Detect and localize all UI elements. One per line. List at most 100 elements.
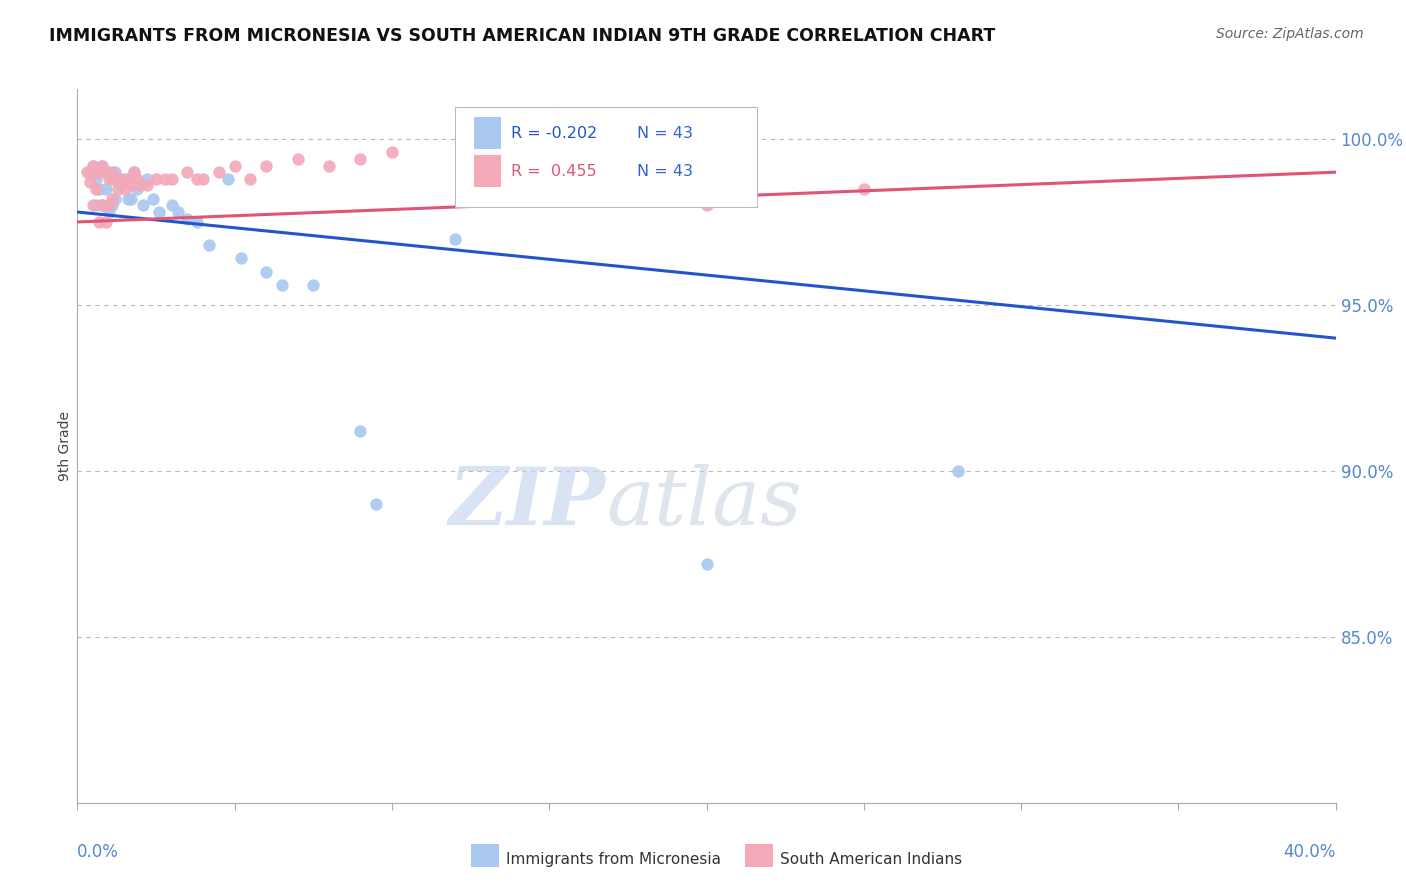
Point bbox=[538, 138, 561, 153]
Point bbox=[89, 165, 111, 179]
Point bbox=[97, 205, 120, 219]
Point bbox=[132, 198, 155, 212]
Text: N = 43: N = 43 bbox=[637, 164, 693, 178]
Point bbox=[89, 165, 111, 179]
Point bbox=[186, 215, 208, 229]
Point bbox=[127, 171, 149, 186]
Point bbox=[160, 171, 183, 186]
Point bbox=[94, 165, 117, 179]
Point bbox=[84, 198, 107, 212]
Point bbox=[129, 178, 152, 193]
Point bbox=[142, 192, 165, 206]
Text: Immigrants from Micronesia: Immigrants from Micronesia bbox=[506, 853, 721, 867]
Point bbox=[217, 171, 239, 186]
Point bbox=[198, 238, 221, 252]
Point bbox=[82, 198, 104, 212]
Point bbox=[97, 165, 120, 179]
Point bbox=[91, 198, 114, 212]
Point bbox=[155, 171, 177, 186]
Point bbox=[94, 182, 117, 196]
Point bbox=[76, 165, 98, 179]
Point bbox=[110, 178, 132, 193]
Point bbox=[239, 171, 262, 186]
Point bbox=[254, 159, 277, 173]
Text: R =  0.455: R = 0.455 bbox=[512, 164, 598, 178]
Point bbox=[104, 165, 127, 179]
Point bbox=[381, 145, 404, 160]
FancyBboxPatch shape bbox=[474, 118, 502, 150]
Point bbox=[224, 159, 246, 173]
Point bbox=[176, 165, 198, 179]
Point bbox=[107, 182, 129, 196]
Point bbox=[114, 182, 136, 196]
Point bbox=[318, 159, 340, 173]
Point bbox=[101, 198, 124, 212]
Point bbox=[97, 198, 120, 212]
Point bbox=[79, 175, 101, 189]
Text: IMMIGRANTS FROM MICRONESIA VS SOUTH AMERICAN INDIAN 9TH GRADE CORRELATION CHART: IMMIGRANTS FROM MICRONESIA VS SOUTH AMER… bbox=[49, 27, 995, 45]
Text: R = -0.202: R = -0.202 bbox=[512, 126, 598, 141]
Point bbox=[148, 205, 170, 219]
Point bbox=[84, 171, 107, 186]
Text: 0.0%: 0.0% bbox=[77, 843, 120, 861]
Y-axis label: 9th Grade: 9th Grade bbox=[58, 411, 72, 481]
Text: Source: ZipAtlas.com: Source: ZipAtlas.com bbox=[1216, 27, 1364, 41]
Point bbox=[135, 171, 157, 186]
Point bbox=[254, 265, 277, 279]
Point bbox=[129, 178, 152, 193]
FancyBboxPatch shape bbox=[474, 155, 502, 187]
Point bbox=[117, 171, 139, 186]
Point bbox=[101, 192, 124, 206]
Point bbox=[349, 424, 371, 438]
Point bbox=[120, 192, 142, 206]
Point bbox=[94, 215, 117, 229]
Point bbox=[176, 211, 198, 226]
Point bbox=[696, 557, 718, 571]
Point bbox=[167, 205, 190, 219]
Point bbox=[852, 182, 875, 196]
Point bbox=[110, 171, 132, 186]
FancyBboxPatch shape bbox=[456, 107, 756, 207]
Point bbox=[117, 192, 139, 206]
Point bbox=[145, 171, 167, 186]
Text: 40.0%: 40.0% bbox=[1284, 843, 1336, 861]
Point bbox=[122, 165, 145, 179]
Point bbox=[114, 171, 136, 186]
Point bbox=[84, 165, 107, 179]
Text: atlas: atlas bbox=[606, 465, 801, 541]
Point bbox=[91, 159, 114, 173]
Text: ZIP: ZIP bbox=[449, 465, 606, 541]
Text: South American Indians: South American Indians bbox=[780, 853, 963, 867]
Point bbox=[191, 171, 215, 186]
Point bbox=[186, 171, 208, 186]
Point bbox=[89, 182, 111, 196]
Point bbox=[160, 198, 183, 212]
Point bbox=[135, 178, 157, 193]
Point bbox=[349, 152, 371, 166]
Point bbox=[696, 198, 718, 212]
Point bbox=[229, 252, 252, 266]
Point bbox=[91, 198, 114, 212]
Point bbox=[208, 165, 231, 179]
Point bbox=[97, 171, 120, 186]
Point bbox=[82, 159, 104, 173]
Point bbox=[444, 231, 467, 245]
Point bbox=[120, 178, 142, 193]
Point bbox=[270, 278, 292, 293]
Point bbox=[948, 464, 970, 478]
Text: N = 43: N = 43 bbox=[637, 126, 693, 141]
Point bbox=[89, 215, 111, 229]
Point bbox=[91, 159, 114, 173]
Point bbox=[107, 171, 129, 186]
Point bbox=[104, 171, 127, 186]
Point bbox=[287, 152, 309, 166]
Point bbox=[302, 278, 325, 293]
Point bbox=[79, 165, 101, 179]
Point bbox=[366, 497, 388, 511]
Point bbox=[101, 171, 124, 186]
Point bbox=[101, 165, 124, 179]
Point bbox=[104, 192, 127, 206]
Point bbox=[82, 159, 104, 173]
Point bbox=[94, 165, 117, 179]
Point bbox=[84, 182, 107, 196]
